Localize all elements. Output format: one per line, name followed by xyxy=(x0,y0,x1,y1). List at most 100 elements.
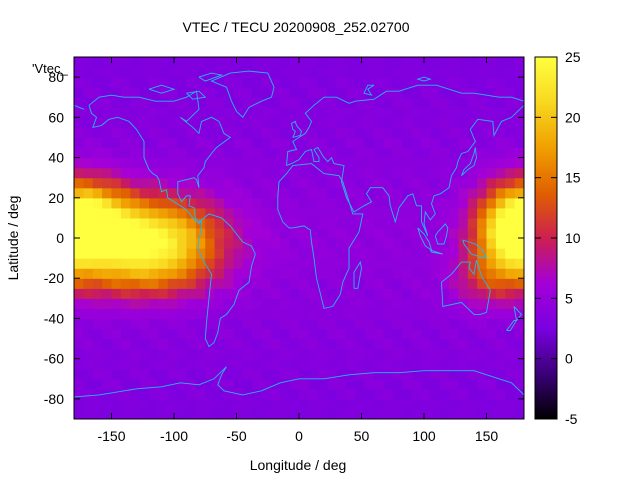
heatmap-cell xyxy=(317,187,328,199)
heatmap-cell xyxy=(495,258,506,269)
heatmap-cell xyxy=(102,388,113,400)
heatmap-cell xyxy=(242,217,253,229)
heatmap-cell xyxy=(430,258,441,269)
heatmap-cell xyxy=(345,288,356,299)
heatmap-cell xyxy=(505,167,516,179)
heatmap-cell xyxy=(467,278,478,289)
heatmap-cell xyxy=(514,248,524,259)
heatmap-cell xyxy=(411,238,422,249)
heatmap-cell xyxy=(486,378,497,390)
heatmap-cell xyxy=(467,268,478,279)
heatmap-cell xyxy=(374,77,384,88)
heatmap-cell xyxy=(308,238,319,249)
heatmap-cell xyxy=(280,258,291,269)
heatmap-cell xyxy=(420,177,431,189)
heatmap-cell xyxy=(130,87,141,98)
heatmap-cell xyxy=(111,308,122,320)
heatmap-cell xyxy=(505,248,516,259)
coastline xyxy=(353,260,362,289)
heatmap-cell xyxy=(261,157,272,169)
heatmap-cell xyxy=(327,258,338,269)
heatmap-cell xyxy=(74,378,84,390)
heatmap-cell xyxy=(299,388,309,400)
heatmap-cell xyxy=(477,117,488,128)
heatmap-cell xyxy=(83,238,94,249)
heatmap-cell xyxy=(336,147,347,159)
heatmap-cell xyxy=(411,348,422,360)
heatmap-cell xyxy=(355,288,366,299)
heatmap-cell xyxy=(486,207,497,219)
heatmap-cell xyxy=(186,167,197,179)
heatmap-cell xyxy=(402,117,413,128)
heatmap-cell xyxy=(364,278,375,289)
heatmap-cell xyxy=(74,97,84,108)
heatmap-cell xyxy=(308,378,319,390)
heatmap-cell xyxy=(514,378,524,390)
heatmap-cell xyxy=(83,388,94,400)
heatmap-cell xyxy=(186,298,197,309)
heatmap-cell xyxy=(139,77,150,88)
heatmap-cell xyxy=(467,57,478,68)
heatmap-cell xyxy=(430,308,441,320)
heatmap-cell xyxy=(467,388,478,400)
heatmap-cell xyxy=(505,358,516,370)
heatmap-cell xyxy=(186,328,197,340)
heatmap-cell xyxy=(420,77,431,88)
heatmap-cell xyxy=(83,258,94,269)
heatmap-cell xyxy=(514,67,524,78)
heatmap-cell xyxy=(364,238,375,249)
heatmap-cell xyxy=(336,318,347,330)
heatmap-cell xyxy=(336,278,347,289)
heatmap-cell xyxy=(477,67,488,78)
heatmap-cell xyxy=(233,127,244,139)
heatmap-cell xyxy=(458,167,469,179)
heatmap-cell xyxy=(74,127,84,139)
heatmap-cell xyxy=(402,167,413,179)
heatmap-cell xyxy=(486,87,497,98)
heatmap-cell xyxy=(224,328,234,340)
heatmap-cell xyxy=(252,167,263,179)
heatmap-cell xyxy=(205,97,216,108)
heatmap-cell xyxy=(477,388,488,400)
heatmap-cell xyxy=(224,177,234,189)
heatmap-cell xyxy=(430,137,441,149)
heatmap-cell xyxy=(130,117,141,128)
heatmap-cell xyxy=(345,117,356,128)
heatmap-cell xyxy=(280,217,291,229)
heatmap-cell xyxy=(383,248,394,259)
heatmap-cell xyxy=(317,107,328,118)
heatmap-cell xyxy=(495,127,506,139)
heatmap-cell xyxy=(299,248,309,259)
heatmap-cell xyxy=(364,268,375,279)
heatmap-cell xyxy=(467,77,478,88)
heatmap-cell xyxy=(374,227,384,239)
heatmap-cell xyxy=(102,157,113,169)
heatmap-cell xyxy=(299,348,309,360)
heatmap-cell xyxy=(102,328,113,340)
heatmap-cell xyxy=(439,348,450,360)
heatmap-cell xyxy=(336,217,347,229)
coastline xyxy=(434,223,449,245)
heatmap-cell xyxy=(467,298,478,309)
heatmap-cell xyxy=(139,388,150,400)
heatmap-cell xyxy=(242,87,253,98)
heatmap-cell xyxy=(261,177,272,189)
heatmap-cell xyxy=(261,278,272,289)
heatmap-cell xyxy=(177,278,188,289)
heatmap-cell xyxy=(111,278,122,289)
heatmap-cell xyxy=(505,238,516,249)
heatmap-cell xyxy=(505,308,516,320)
heatmap-cell xyxy=(149,187,159,199)
heatmap-cell xyxy=(327,288,338,299)
heatmap-cell xyxy=(495,368,506,380)
heatmap-cell xyxy=(167,117,178,128)
heatmap-cell xyxy=(439,77,450,88)
heatmap-cell xyxy=(270,177,281,189)
heatmap-cell xyxy=(224,288,234,299)
heatmap-cell xyxy=(458,288,469,299)
heatmap-cell xyxy=(374,258,384,269)
heatmap-cell xyxy=(177,207,188,219)
heatmap-cell xyxy=(355,207,366,219)
heatmap-cell xyxy=(111,187,122,199)
